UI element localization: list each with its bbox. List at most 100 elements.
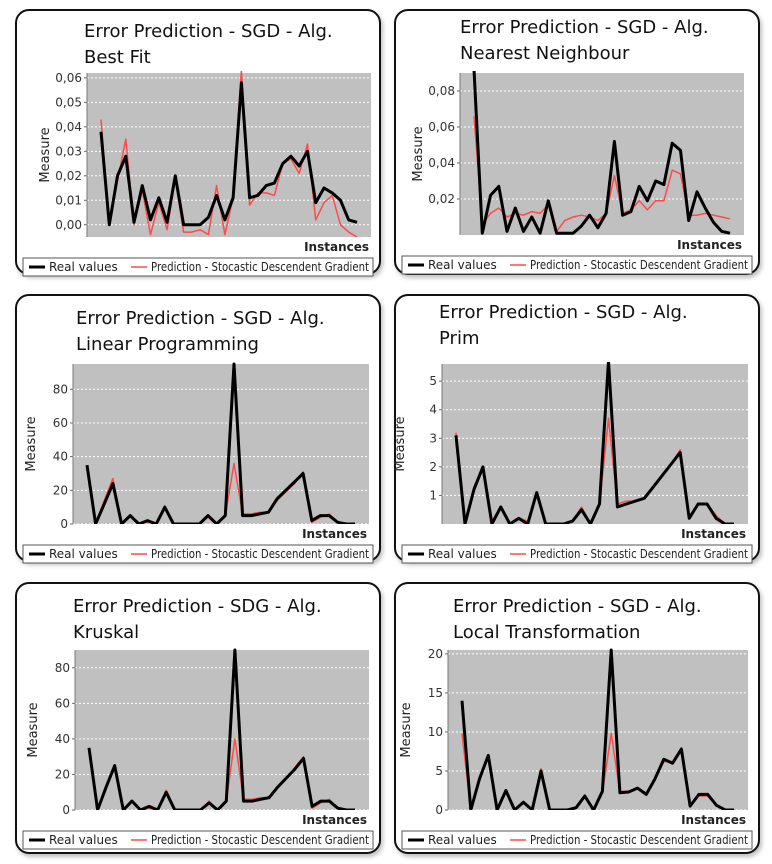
y-tick-label: 15 bbox=[428, 686, 443, 700]
y-tick-label: 4 bbox=[429, 403, 437, 417]
chart-title-line1: Error Prediction - SGD - Alg. bbox=[84, 21, 333, 42]
y-tick-label: 0,05 bbox=[55, 95, 82, 109]
chart-title-line1: Error Prediction - SGD - Alg. bbox=[460, 17, 709, 38]
chart-panel-2: Error Prediction - SGD - Alg. Nearest Nei… bbox=[394, 9, 760, 275]
y-tick-label: 40 bbox=[53, 450, 68, 464]
legend-label-prediction: Prediction - Stocastic Descendent Gradie… bbox=[530, 258, 748, 272]
plot-area bbox=[75, 650, 369, 810]
y-tick-label: 60 bbox=[55, 696, 70, 710]
y-tick-label: 5 bbox=[429, 374, 437, 388]
chart-svg: 0 5 10 15 20 Measure Instances Real values Predi… bbox=[399, 647, 753, 850]
chart-title-line1: Error Prediction - SGD - Alg. bbox=[76, 308, 325, 329]
y-tick-label: 0,08 bbox=[428, 84, 455, 98]
legend-box bbox=[401, 255, 753, 275]
legend-label-prediction: Prediction - Stocastic Descendent Gradie… bbox=[530, 547, 748, 561]
plot-area bbox=[448, 650, 748, 810]
y-tick-label: 80 bbox=[55, 661, 70, 675]
y-tick-label: 0,00 bbox=[55, 218, 82, 232]
y-axis-label: Measure bbox=[411, 126, 426, 181]
legend-box bbox=[22, 830, 374, 850]
chart-title-line2: Prim bbox=[439, 328, 480, 349]
chart-title-line2: Local Transformation bbox=[453, 622, 641, 643]
y-tick-label: 80 bbox=[53, 382, 68, 396]
legend-box bbox=[401, 830, 753, 850]
chart-svg: 0 20 40 60 80 Measure Instances Real values Pred… bbox=[22, 362, 374, 564]
chart-panel-1: Error Prediction - SGD - Alg. Best Fit 0,0… bbox=[15, 9, 381, 277]
legend-label-prediction: Prediction - Stocastic Descendent Gradie… bbox=[151, 547, 369, 561]
x-axis-label: Instances bbox=[304, 240, 369, 254]
plot-area bbox=[73, 364, 369, 524]
legend-label-real: Real values bbox=[428, 833, 497, 847]
chart-svg: 0,00 0,01 0,02 0,03 0,04 0,05 0,06 Measure Insta… bbox=[22, 71, 374, 277]
chart-title-line2: Nearest Neighbour bbox=[460, 43, 630, 64]
chart-title-line1: Error Prediction - SDG - Alg. bbox=[73, 596, 322, 617]
plot-area bbox=[460, 73, 744, 235]
series-line-real-values bbox=[454, 362, 734, 524]
y-axis-label: Measure bbox=[38, 127, 53, 182]
chart-title-line1: Error Prediction - SGD - Alg. bbox=[439, 302, 688, 323]
y-tick-label: 2 bbox=[429, 460, 437, 474]
legend-box bbox=[22, 544, 374, 564]
y-axis-label: Measure bbox=[24, 416, 39, 471]
series-line-real-values bbox=[99, 81, 358, 227]
plot-area bbox=[442, 364, 748, 524]
y-axis-label: Measure bbox=[26, 702, 41, 757]
chart-svg: 0,02 0,04 0,06 0,08 Measure Instances Real val… bbox=[401, 71, 753, 275]
chart-title: Error Prediction - SGD - Alg. Best Fit bbox=[84, 19, 333, 71]
chart-panel-5: Error Prediction - SDG - Alg. Kruskal 0 20 4… bbox=[15, 582, 381, 854]
y-tick-label: 60 bbox=[53, 416, 68, 430]
series-group bbox=[85, 362, 355, 524]
series-group bbox=[99, 71, 358, 237]
legend-label-real: Real values bbox=[428, 258, 497, 272]
y-tick-label: 20 bbox=[53, 483, 68, 497]
series-line-real-values bbox=[87, 648, 355, 810]
x-axis-label: Instances bbox=[302, 813, 367, 827]
chart-panel-3: Error Prediction - SGD - Alg. Linear Prog… bbox=[15, 294, 381, 564]
y-tick-label: 20 bbox=[55, 767, 70, 781]
chart-title: Error Prediction - SGD - Alg. Nearest Nei… bbox=[460, 15, 709, 67]
chart-svg: 0 20 40 60 80 Measure Instances Real values Pred… bbox=[22, 648, 374, 850]
y-tick-label: 20 bbox=[428, 647, 443, 661]
legend-label-prediction: Prediction - Stocastic Descendent Gradie… bbox=[151, 833, 369, 847]
legend-label-prediction: Prediction - Stocastic Descendent Gradie… bbox=[151, 260, 369, 274]
y-tick-label: 0 bbox=[60, 517, 68, 531]
x-axis-label: Instances bbox=[681, 813, 746, 827]
y-tick-label: 40 bbox=[55, 732, 70, 746]
legend-label-real: Real values bbox=[428, 547, 497, 561]
series-group bbox=[87, 648, 355, 810]
chart-title-line1: Error Prediction - SGD - Alg. bbox=[453, 596, 702, 617]
legend-label-real: Real values bbox=[49, 833, 118, 847]
y-tick-label: 0,02 bbox=[428, 192, 455, 206]
series-group bbox=[472, 71, 731, 235]
y-tick-label: 0,03 bbox=[55, 144, 82, 158]
y-axis-label: Measure bbox=[399, 702, 414, 757]
legend-label-prediction: Prediction - Stocastic Descendent Gradie… bbox=[530, 833, 748, 847]
y-tick-label: 0 bbox=[435, 803, 443, 817]
chart-title: Error Prediction - SGD - Alg. Linear Prog… bbox=[76, 306, 325, 358]
chart-panel-4: Error Prediction - SGD - Alg. Prim 1 2 3 4 5 Me… bbox=[393, 294, 760, 564]
series-group bbox=[460, 648, 734, 810]
chart-title-line2: Best Fit bbox=[84, 47, 151, 68]
y-tick-label: 0,04 bbox=[55, 120, 82, 134]
legend-label-real: Real values bbox=[49, 260, 118, 274]
chart-title-line2: Linear Programming bbox=[76, 334, 259, 355]
series-line-real-values bbox=[472, 71, 731, 235]
chart-title-line2: Kruskal bbox=[73, 622, 140, 643]
series-line-prediction bbox=[100, 71, 358, 237]
series-group bbox=[454, 362, 734, 524]
y-tick-label: 0 bbox=[62, 803, 70, 817]
series-line-real-values bbox=[460, 648, 734, 810]
y-tick-label: 10 bbox=[428, 725, 443, 739]
chart-title: Error Prediction - SGD - Alg. Local Trans… bbox=[453, 594, 702, 646]
x-axis-label: Instances bbox=[681, 527, 746, 541]
y-axis-label: Measure bbox=[393, 416, 408, 471]
series-line-real-values bbox=[85, 362, 355, 524]
x-axis-label: Instances bbox=[302, 527, 367, 541]
y-tick-label: 5 bbox=[435, 764, 443, 778]
y-tick-label: 3 bbox=[429, 431, 437, 445]
y-tick-label: 0,04 bbox=[428, 156, 455, 170]
legend-box bbox=[401, 544, 753, 564]
y-tick-label: 0,06 bbox=[428, 120, 455, 134]
chart-svg: 1 2 3 4 5 Measure Instances Real values Predicti… bbox=[393, 362, 753, 564]
legend-box bbox=[22, 257, 374, 277]
